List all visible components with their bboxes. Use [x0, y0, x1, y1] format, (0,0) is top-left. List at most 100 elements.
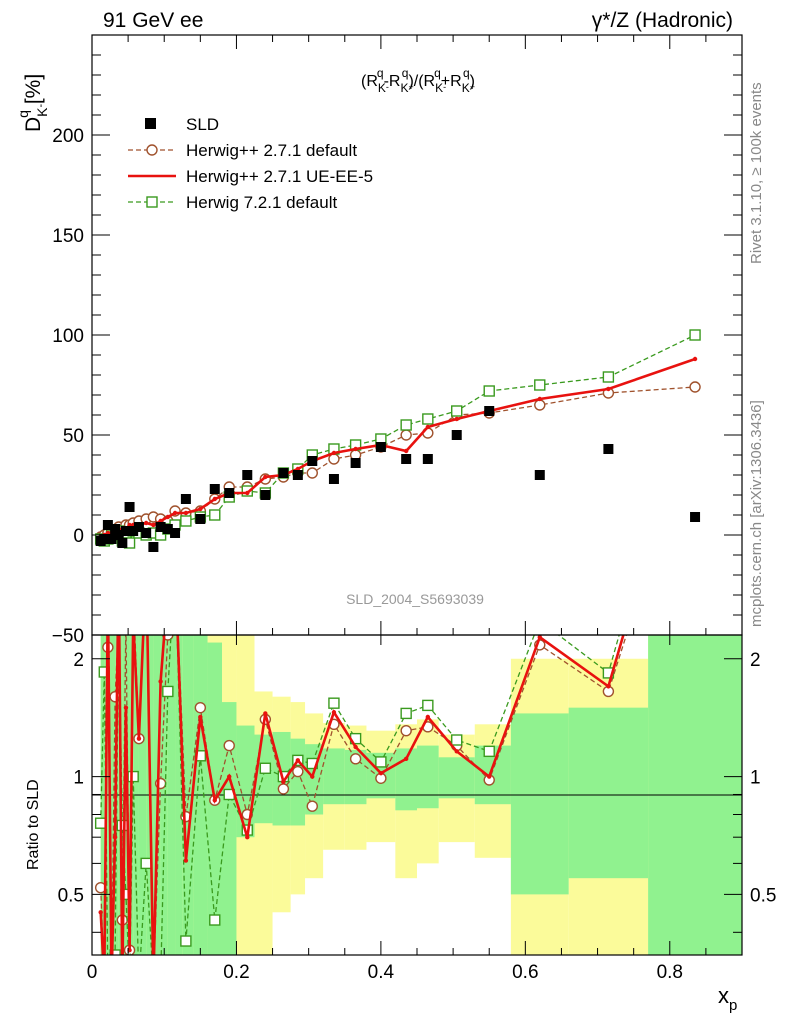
ratio-point-herwig-2-7-1-ue-ee-5 — [102, 979, 106, 983]
ratio-point-herwig-7-2-1-default — [451, 734, 463, 746]
ratio-point-herwig-2-7-1-ue-ee-5 — [454, 749, 459, 754]
ratio-point-herwig-2-7-1-ue-ee-5 — [98, 910, 103, 915]
x-tick-label: 0.4 — [368, 962, 395, 983]
ratio-point-herwig-2-7-1-ue-ee-5 — [425, 714, 431, 720]
data-point-sld — [170, 528, 181, 538]
data-point-sld — [603, 444, 614, 454]
band-green-segment — [222, 702, 237, 955]
header-left-title: 91 GeV ee — [103, 9, 203, 32]
ratio-point-herwig-2-7-1-ue-ee-5 — [183, 858, 189, 863]
rivet-side-label: Rivet 3.1.10, ≥ 100k events — [748, 82, 765, 264]
data-point-sld — [375, 442, 386, 452]
x-tick-label: 0 — [87, 962, 98, 983]
ratio-point-herwig-7-2-1-default — [148, 976, 158, 986]
ratio-point-herwig-7-2-1-default — [140, 857, 152, 870]
x-tick-label: 0.8 — [657, 962, 683, 983]
ratio-point-herwig-2-7-1-ue-ee-5 — [117, 561, 121, 565]
legend-marker-sld — [145, 118, 156, 129]
ratio-point-herwig-7-2-1-default — [134, 976, 144, 986]
data-point-sld — [124, 502, 135, 512]
ratio-point-herwig-2-7-1-default — [114, 616, 124, 626]
ratio-point-herwig-2-7-1-ue-ee-5 — [331, 710, 337, 715]
ratio-point-herwig-2-7-1-default — [223, 739, 235, 752]
ratio-point-herwig-2-7-1-default — [306, 800, 318, 812]
ratio-series-group — [94, 362, 700, 986]
legend-label: Herwig++ 2.7.1 default — [186, 141, 357, 160]
data-point-sld — [141, 528, 152, 538]
data-point-sld — [133, 522, 144, 532]
y-tick-label: 150 — [52, 226, 84, 247]
legend-label: SLD — [186, 115, 219, 134]
data-point-sld — [422, 454, 433, 464]
y-axis-label: DK-q [%] — [15, 74, 50, 132]
ratio-tick-label-left: 1 — [73, 768, 84, 789]
data-point-sld — [690, 512, 701, 522]
ratio-point-herwig-7-2-1-default — [375, 756, 387, 768]
ratio-point-herwig-2-7-1-default — [277, 783, 290, 795]
main-point-herwig-2-7-1-ue-ee-5 — [172, 510, 178, 516]
ratio-point-herwig-2-7-1-ue-ee-5 — [606, 684, 611, 689]
data-point-sld — [242, 470, 253, 480]
main-point-herwig-2-7-1-ue-ee-5 — [183, 510, 189, 516]
data-point-sld — [110, 524, 121, 534]
ratio-point-herwig-7-2-1-default — [180, 935, 192, 947]
ratio-point-herwig-2-7-1-ue-ee-5 — [166, 588, 170, 592]
ratio-point-herwig-2-7-1-default — [349, 753, 362, 765]
ratio-point-herwig-7-2-1-default — [116, 819, 129, 832]
ratio-point-herwig-2-7-1-default — [194, 701, 207, 714]
ratio-point-herwig-2-7-1-ue-ee-5 — [245, 834, 250, 840]
ratio-point-herwig-7-2-1-default — [125, 976, 135, 986]
band-green-segment — [167, 635, 176, 955]
ratio-point-herwig-2-7-1-ue-ee-5 — [295, 758, 301, 763]
main-point-herwig-2-7-1-ue-ee-5 — [331, 450, 337, 456]
ratio-tick-label-right: 1 — [750, 768, 761, 789]
analysis-id-watermark: SLD_2004_S5693039 — [346, 591, 484, 607]
main-point-herwig-2-7-1-ue-ee-5 — [403, 448, 409, 454]
band-green-segment — [417, 745, 439, 809]
main-point-herwig-2-7-1-ue-ee-5 — [245, 490, 250, 496]
ratio-point-herwig-7-2-1-default — [209, 914, 221, 926]
ratio-point-herwig-2-7-1-ue-ee-5 — [227, 774, 232, 779]
main-point-herwig-7-2-1-default — [400, 419, 412, 431]
ratio-point-herwig-2-7-1-ue-ee-5 — [198, 714, 203, 720]
data-point-sld — [278, 468, 289, 478]
ratio-y-axis-label: Ratio to SLD — [25, 779, 42, 870]
band-green-segment — [207, 642, 222, 955]
ratio-tick-label-right: 2 — [750, 650, 761, 671]
header-right-title: γ*/Z (Hadronic) — [592, 9, 733, 32]
ratio-point-herwig-7-2-1-default — [690, 362, 700, 372]
ratio-point-herwig-2-7-1-default — [99, 976, 109, 986]
ratio-point-herwig-2-7-1-ue-ee-5 — [378, 771, 384, 776]
y-tick-label: −50 — [52, 626, 84, 647]
band-green-segment — [323, 748, 345, 805]
band-green-segment — [510, 713, 569, 895]
ratio-point-herwig-7-2-1-default — [94, 817, 107, 829]
ratio-point-herwig-2-7-1-ue-ee-5 — [136, 736, 142, 741]
ratio-point-herwig-2-7-1-ue-ee-5 — [173, 561, 177, 565]
data-point-sld — [117, 538, 128, 548]
ratio-point-herwig-7-2-1-default — [162, 685, 174, 698]
y-tick-label: 0 — [73, 526, 84, 547]
ratio-point-herwig-2-7-1-ue-ee-5 — [353, 744, 358, 750]
ratio-point-herwig-2-7-1-ue-ee-5 — [144, 561, 148, 565]
y-tick-label: 50 — [63, 426, 84, 447]
band-green-segment — [648, 635, 742, 955]
main-point-herwig-7-2-1-default — [422, 413, 434, 425]
ratio-point-herwig-2-7-1-default — [400, 724, 412, 737]
ratio-point-herwig-2-7-1-default — [121, 616, 131, 626]
ratio-point-herwig-2-7-1-ue-ee-5 — [403, 756, 409, 762]
data-point-sld — [113, 530, 124, 540]
ratio-point-herwig-2-7-1-ue-ee-5 — [120, 979, 124, 983]
ratio-tick-label-left: 2 — [73, 650, 84, 671]
legend-label: Herwig++ 2.7.1 UE-EE-5 — [186, 167, 373, 186]
ratio-uncertainty-bands — [100, 635, 742, 955]
main-series-group — [94, 329, 701, 552]
data-point-sld — [180, 494, 191, 504]
data-point-sld — [260, 490, 271, 500]
ratio-point-herwig-2-7-1-ue-ee-5 — [281, 779, 286, 784]
main-point-herwig-2-7-1-ue-ee-5 — [353, 446, 358, 452]
main-point-herwig-7-2-1-default — [209, 509, 221, 521]
ratio-point-herwig-2-7-1-ue-ee-5 — [263, 711, 268, 716]
data-point-sld — [120, 526, 131, 536]
